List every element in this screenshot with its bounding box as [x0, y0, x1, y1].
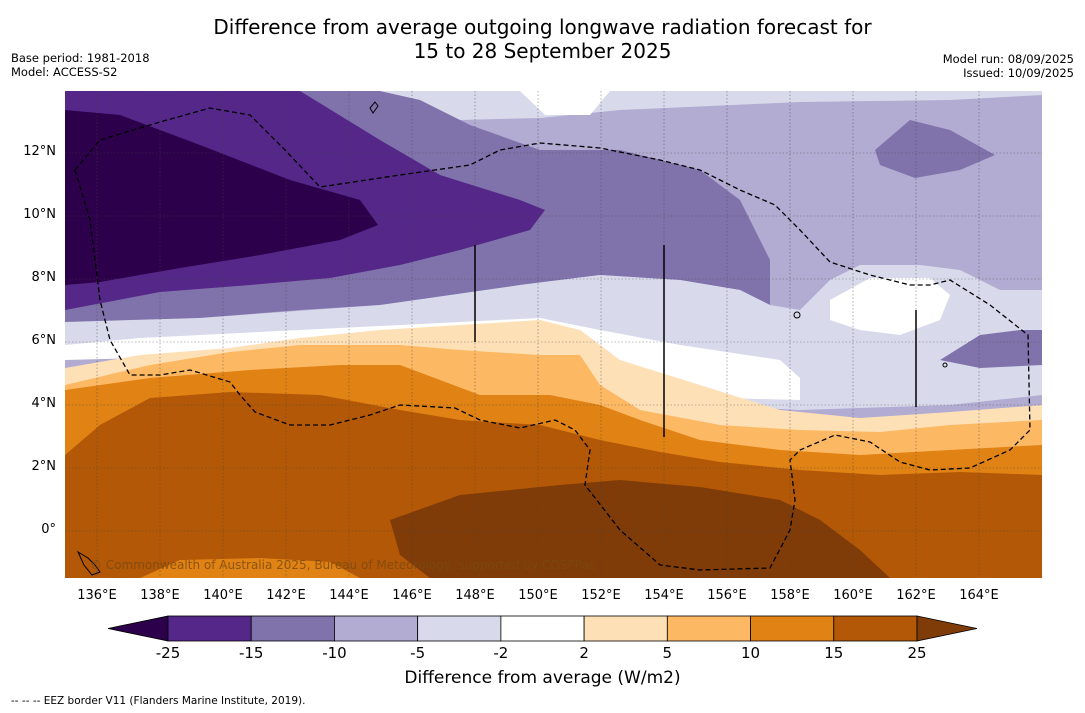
band-darkest-brown: [390, 480, 890, 578]
lon-tick-label: 150°E: [518, 588, 558, 603]
map-title: Difference from average outgoing longwav…: [0, 15, 1085, 63]
lat-tick-label: 8°N: [31, 270, 57, 285]
island-outline: [942, 362, 948, 368]
meta-left: Base period: 1981-2018 Model: ACCESS-S2: [11, 51, 150, 79]
band-white-mid: [65, 318, 800, 400]
band-white-east-patch: [830, 278, 950, 335]
colorbar-tick-label: -25: [155, 644, 181, 662]
lon-tick-label: 160°E: [833, 588, 873, 603]
island-outline: [76, 550, 101, 576]
eez-border: [74, 107, 1031, 571]
lat-tick-label: 4°N: [31, 396, 57, 411]
base-period: Base period: 1981-2018: [11, 51, 150, 65]
lon-tick-label: 136°E: [77, 588, 117, 603]
title-line-2: 15 to 28 September 2025: [413, 39, 672, 63]
band-purple-east-low: [940, 330, 1042, 368]
colorbar-extend-low: [107, 615, 169, 642]
lon-tick-label: 148°E: [455, 588, 495, 603]
model-name: Model: ACCESS-S2: [11, 65, 118, 79]
copyright-notice: © Commonwealth of Australia 2025, Bureau…: [90, 558, 596, 572]
colorbar-segment: [417, 615, 502, 642]
colorbar-segment: [750, 615, 835, 642]
band-purple-east-patch: [875, 120, 995, 178]
colorbar-segment: [250, 615, 335, 642]
lat-tick-label: 6°N: [31, 333, 57, 348]
lon-tick-label: 146°E: [392, 588, 432, 603]
colorbar-segment: [666, 615, 751, 642]
colorbar-tick-label: 15: [824, 644, 844, 662]
colorbar-tick-label: -2: [493, 644, 509, 662]
band-white-north: [520, 91, 610, 115]
colorbar-tick-label: -15: [238, 644, 264, 662]
model-run: Model run: 08/09/2025: [942, 52, 1074, 66]
lon-tick-label: 138°E: [140, 588, 180, 603]
band-darkest-purple: [65, 110, 378, 285]
band-orange-south: [140, 558, 360, 578]
colorbar-tick-label: 5: [662, 644, 673, 662]
island-outline: [793, 311, 801, 319]
lon-tick-label: 142°E: [266, 588, 306, 603]
colorbar-tick-label: -10: [322, 644, 347, 662]
lat-tick-label: 12°N: [23, 144, 56, 159]
issued-date: Issued: 10/09/2025: [963, 66, 1074, 80]
lon-tick-label: 164°E: [959, 588, 999, 603]
colorbar-tick-label: 2: [579, 644, 589, 662]
lon-tick-label: 152°E: [581, 588, 621, 603]
colorbar-segment: [167, 615, 252, 642]
colorbar-extend-high: [916, 615, 978, 642]
lon-tick-label: 158°E: [770, 588, 810, 603]
graticule: [65, 91, 1042, 578]
island-outline: [369, 101, 379, 114]
colorbar-tick-label: 25: [907, 644, 927, 662]
colorbar-segment: [334, 615, 419, 642]
eez-legend-footnote: -- -- -- EEZ border V11 (Flanders Marine…: [11, 695, 306, 707]
meta-right: Model run: 08/09/2025 Issued: 10/09/2025: [943, 52, 1074, 80]
colorbar-segment: [833, 615, 918, 642]
lon-tick-label: 156°E: [707, 588, 747, 603]
lat-tick-label: 2°N: [31, 459, 57, 474]
lon-tick-label: 162°E: [896, 588, 936, 603]
title-line-1: Difference from average outgoing longwav…: [213, 15, 872, 39]
colorbar-tick-label: 10: [741, 644, 761, 662]
lon-tick-label: 140°E: [203, 588, 243, 603]
colorbar-tick-label: -5: [410, 644, 426, 662]
lon-tick-label: 154°E: [644, 588, 684, 603]
colorbar-segment: [500, 615, 585, 642]
lat-tick-label: 0°: [41, 522, 56, 537]
lon-tick-label: 144°E: [329, 588, 369, 603]
colorbar-label: Difference from average (W/m2): [404, 668, 681, 688]
colorbar-segment: [583, 615, 668, 642]
lat-tick-label: 10°N: [23, 207, 56, 222]
